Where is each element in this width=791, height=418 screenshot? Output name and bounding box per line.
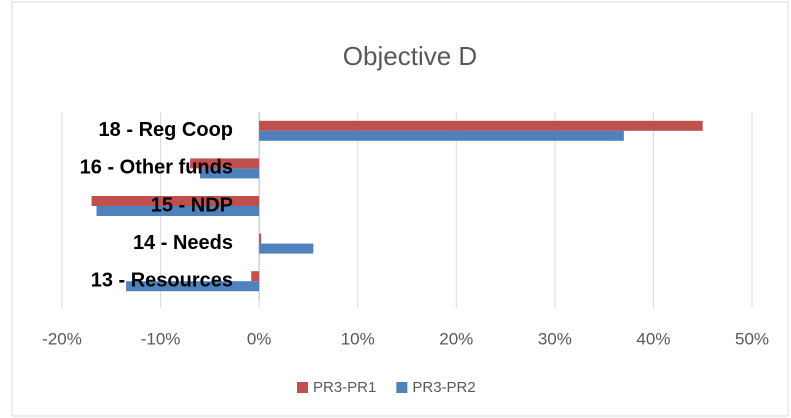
- x-tick-label: -10%: [141, 329, 181, 348]
- bar: [259, 120, 703, 131]
- x-tick-label: 20%: [439, 329, 473, 348]
- bar: [259, 130, 624, 141]
- bar: [200, 168, 260, 179]
- x-tick-label: 30%: [538, 329, 572, 348]
- x-tick-label: 40%: [636, 329, 670, 348]
- bar: [190, 158, 260, 169]
- x-tick-label: 10%: [341, 329, 375, 348]
- y-tick-label: 13 - Resources: [91, 269, 233, 291]
- legend-label: PR3-PR1: [313, 379, 376, 396]
- x-tick-label: 0%: [247, 329, 272, 348]
- bar: [96, 206, 260, 216]
- chart-title: Objective D: [343, 41, 477, 71]
- bar: [251, 271, 260, 282]
- y-tick-label: 16 - Other funds: [80, 157, 233, 179]
- y-tick-label: 14 - Needs: [133, 232, 233, 254]
- bar: [259, 233, 262, 244]
- x-tick-label: 50%: [735, 329, 769, 348]
- y-tick-label: 15 - NDP: [151, 194, 233, 216]
- x-tick-label: -20%: [42, 329, 82, 348]
- legend-swatch: [396, 382, 408, 393]
- bar: [126, 281, 260, 292]
- bar: [259, 243, 314, 254]
- bar: [91, 196, 260, 206]
- legend-swatch: [297, 382, 308, 393]
- legend-label: PR3-PR2: [412, 379, 475, 396]
- y-tick-label: 18 - Reg Coop: [99, 119, 233, 141]
